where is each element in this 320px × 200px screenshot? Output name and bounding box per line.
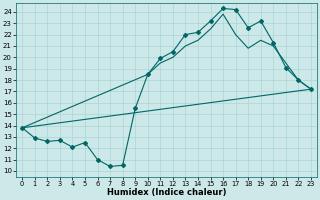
- X-axis label: Humidex (Indice chaleur): Humidex (Indice chaleur): [107, 188, 226, 197]
